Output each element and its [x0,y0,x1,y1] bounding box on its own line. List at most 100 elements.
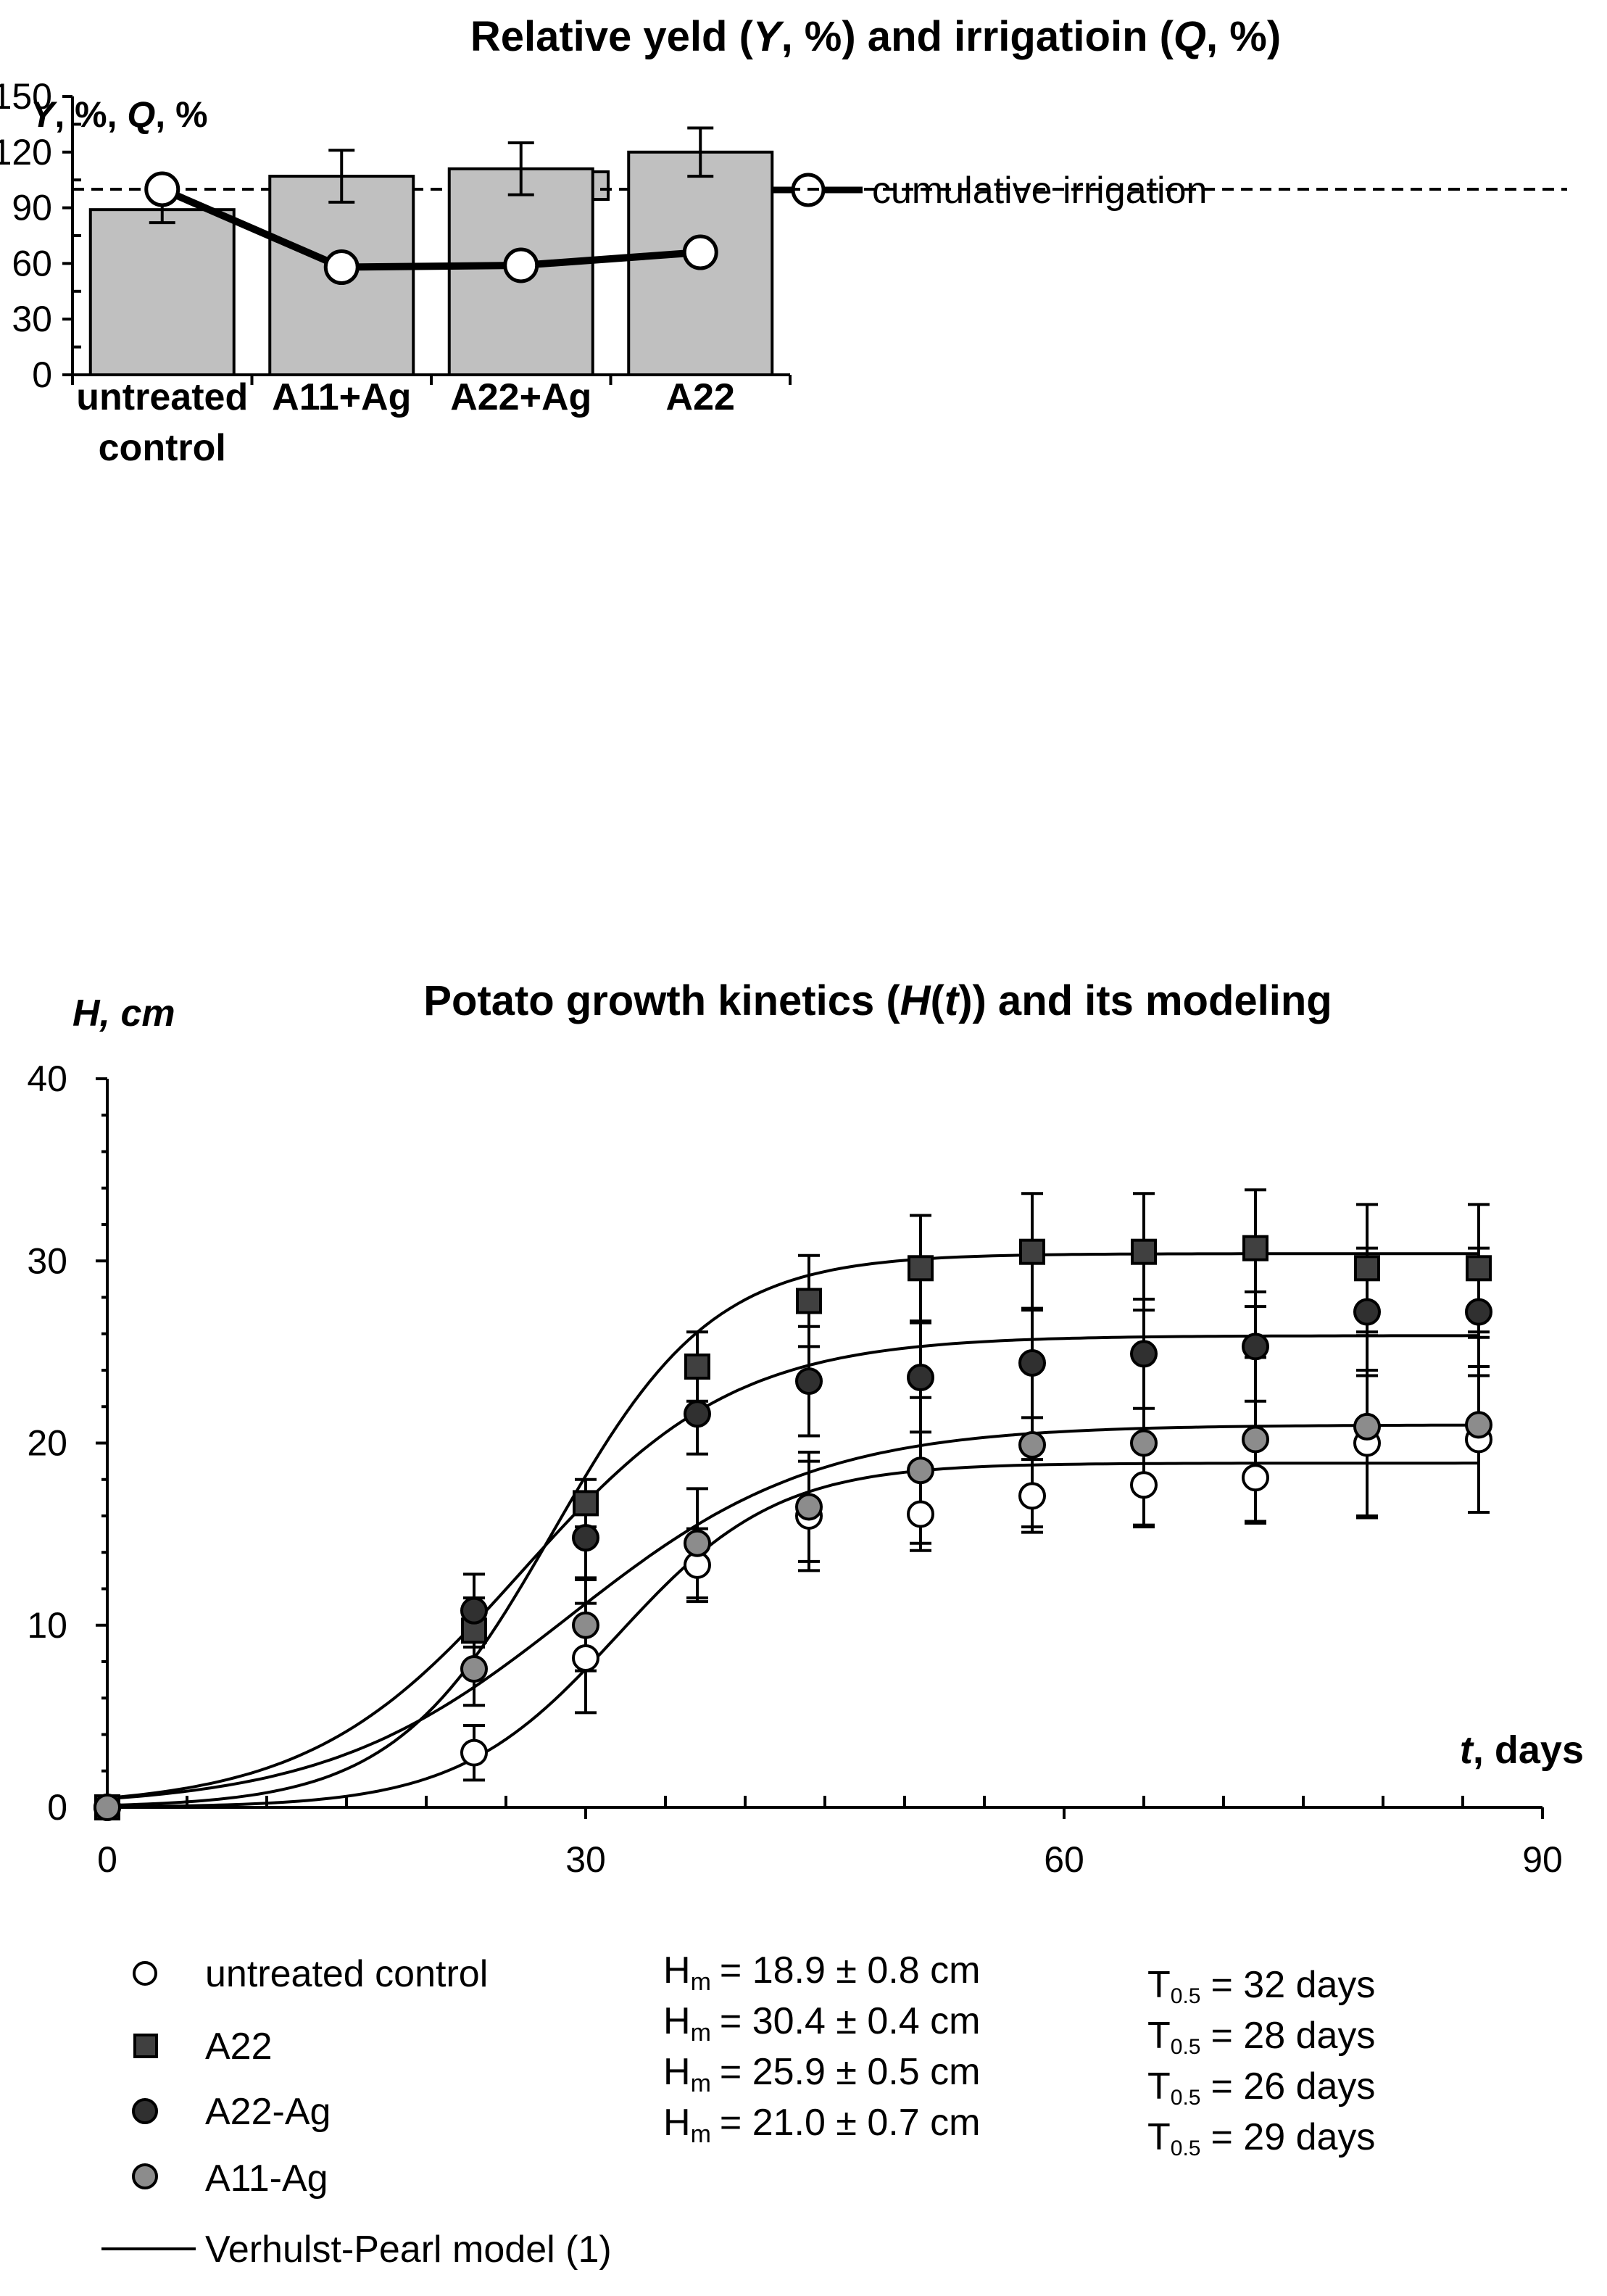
hm-annotations: Hm = 18.9 ± 0.8 cm Hm = 30.4 ± 0.4 cm Hm = … [663,1949,980,2148]
y-tick-label: 30 [27,1240,67,1281]
growth-kinetics-chart: Potato growth kinetics (H(t)) and its mo… [27,977,1584,2271]
data-point [908,1255,934,1282]
data-point [1466,1255,1492,1282]
legend-marker-a11-ag [132,2163,158,2189]
x-tick-label: 30 [565,1839,606,1880]
chart2-x-axis-label: t, days [1460,1728,1584,1772]
y-tick-label: 120 [0,132,52,173]
y-tick-label: 10 [27,1605,67,1646]
data-point [1018,1482,1046,1510]
data-point [572,1644,599,1672]
y-tick-label: 150 [0,76,52,117]
hm-annotation: Hm = 30.4 ± 0.4 cm [663,2000,980,2047]
data-point [1018,1348,1046,1377]
data-point [1242,1425,1269,1454]
y-tick-label: 90 [12,188,52,228]
data-point [684,1353,710,1380]
chart1-category-labels: untreated control A11+Ag A22+Ag A22 [76,376,735,469]
y-tick-label: 60 [12,243,52,283]
data-point [1354,1255,1380,1282]
y-tick-label: 0 [32,355,52,395]
chart1-irrigation-line [144,171,718,286]
data-point [795,1493,823,1521]
data-point [1242,1235,1268,1261]
model-curve [107,1423,1479,1801]
chart2-legend: untreated control A22 A22-Ag A11-Ag Verh… [101,1953,612,2271]
category-label: A11+Ag [272,376,411,418]
data-point [573,1490,599,1517]
t05-annotation: T0.5 = 29 days [1147,2116,1375,2160]
irrigation-point [144,171,180,207]
legend-label-a22-ag: A22-Ag [205,2091,331,2133]
yield-irrigation-chart: Relative yeld (Y, %) and irrigatioin (Q,… [0,13,1567,469]
data-point [796,1288,822,1314]
y-tick-label: 20 [27,1423,67,1464]
chart2-points [94,1235,1492,1821]
irrigation-point [503,247,539,283]
data-point [1353,1412,1381,1441]
chart2-model-curves [107,1252,1479,1809]
data-point [94,1794,121,1821]
data-point [1353,1298,1381,1326]
irrigation-point [682,234,718,270]
chart2-error-bars [463,1188,1490,1782]
data-point [1130,1429,1158,1457]
data-point [907,1456,934,1485]
bar [88,208,236,376]
y-tick-label: 40 [27,1058,67,1099]
x-tick-label: 90 [1522,1839,1563,1880]
data-point [572,1524,599,1552]
data-point [684,1400,711,1428]
category-label: A22+Ag [450,376,591,418]
irrigation-point [323,249,360,286]
x-tick-label: 60 [1044,1839,1084,1880]
hm-annotation: Hm = 18.9 ± 0.8 cm [663,1949,980,1996]
data-point [1130,1340,1158,1368]
category-label: untreated control [76,376,248,469]
chart2-title: Potato growth kinetics (H(t)) and its mo… [423,977,1332,1024]
legend-label-a22: A22 [205,2026,273,2068]
legend-marker-a22 [133,2034,158,2058]
hm-annotation: Hm = 21.0 ± 0.7 cm [663,2102,980,2148]
data-point [1242,1464,1269,1492]
chart2-y-axis-label: H, cm [72,992,175,1035]
chart1-legend: Y cumulative irrigation [515,170,1207,213]
data-point [1131,1238,1157,1265]
data-point [795,1367,823,1396]
data-point [1018,1431,1046,1459]
t05-annotation: T0.5 = 26 days [1147,2065,1375,2110]
y-tick-label: 30 [12,299,52,339]
t05-annotations: T0.5 = 32 days T0.5 = 28 days T0.5 = 26 day… [1147,1964,1375,2160]
data-point [1465,1298,1492,1326]
data-point [460,1738,488,1767]
chart1-title: Relative yeld (Y, %) and irrigatioin (Q,… [470,13,1281,60]
data-point [1130,1471,1158,1499]
chart2-axes: 0 10 20 30 40 0 30 60 90 [27,1058,1562,1880]
t05-annotation: T0.5 = 32 days [1147,1964,1375,2008]
irrigation-line [160,186,701,271]
hm-annotation: Hm = 25.9 ± 0.5 cm [663,2051,980,2097]
legend-marker-untreated-control [133,1961,157,1986]
legend-marker-a22-ag [132,2098,158,2124]
chart1-y-axis-label: Y, %, Q, % [30,94,208,135]
legend-label-model: Verhulst-Pearl model (1) [205,2229,612,2271]
y-tick-label: 0 [47,1787,67,1828]
chart1-y-ticks: 0 30 60 90 120 150 [0,76,81,395]
data-point [460,1596,488,1625]
data-point [907,1364,934,1392]
data-point [460,1655,488,1683]
data-point [1465,1411,1492,1439]
legend-label-untreated-control: untreated control [205,1953,488,1995]
data-point [572,1611,599,1639]
model-curve [107,1462,1479,1809]
legend-label-a11-ag: A11-Ag [205,2158,328,2200]
model-curve [107,1334,1479,1800]
x-tick-label: 0 [97,1839,117,1880]
data-point [1019,1238,1045,1265]
data-point [684,1529,711,1557]
chart1-axes [71,96,792,385]
data-point [907,1500,934,1528]
category-label: A22 [666,376,735,418]
data-point [1242,1333,1269,1361]
